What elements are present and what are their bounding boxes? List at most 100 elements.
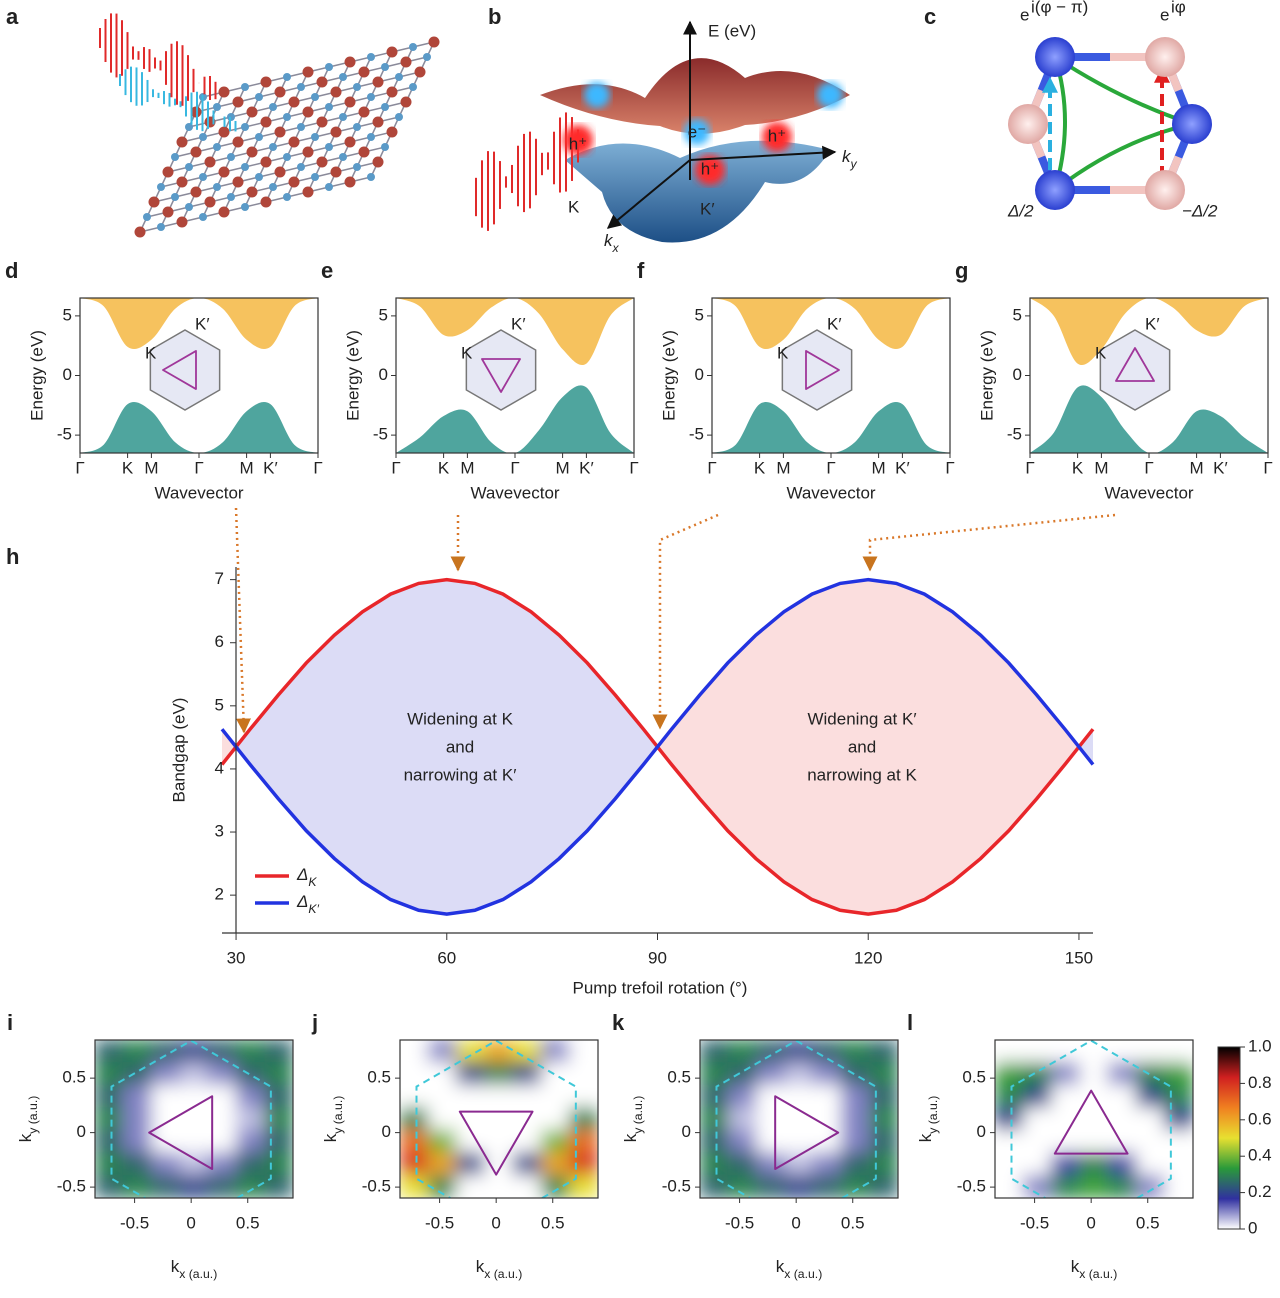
heatmap-cell [1107, 1174, 1137, 1198]
x-tick-label: 150 [1065, 948, 1093, 967]
band-plot [80, 298, 318, 453]
heatmap-cells [700, 1040, 898, 1198]
heatmap-cell [540, 1174, 571, 1198]
y-tick-label: 2 [215, 885, 224, 904]
heatmap-cell [122, 1174, 153, 1198]
atom [409, 43, 417, 51]
text-part: K [308, 875, 317, 889]
fermi-contour [148, 1095, 214, 1170]
series-line [220, 577, 1095, 916]
heatmap-cell [540, 1107, 571, 1131]
y-tick-label: 6 [215, 632, 224, 651]
fermi-contour [481, 358, 521, 393]
x-tick-label: M [556, 458, 570, 477]
inset-label: K′ [827, 314, 842, 333]
heatmap-cell [264, 1062, 293, 1086]
heatmap-cell [1107, 1129, 1137, 1154]
heatmap-cell [484, 1107, 514, 1131]
y-tick-label: 0.5 [62, 1068, 86, 1087]
hole-label: h⁺ [701, 159, 719, 178]
heatmap-cell [784, 1129, 814, 1154]
atom [297, 123, 305, 131]
heatmap-cell [400, 1084, 429, 1109]
onsite-label: Δ/2 [1007, 201, 1034, 220]
atom [157, 223, 165, 231]
heatmap-area [400, 1040, 598, 1198]
x-tick-label: K′ [263, 458, 278, 477]
brillouin-zone [149, 329, 221, 411]
colorbar-tick-label: 0.2 [1248, 1182, 1272, 1201]
atom [218, 206, 230, 218]
brillouin-zone [715, 1040, 877, 1198]
valence-surface [565, 140, 830, 243]
y-tick-label: 0 [379, 365, 388, 384]
atom [302, 146, 314, 158]
atom [1145, 170, 1185, 210]
heatmap-cell [1022, 1084, 1053, 1109]
heatmap-cell [869, 1107, 898, 1131]
x-tick-label: K [122, 458, 134, 477]
heatmap-cell [427, 1107, 458, 1131]
heatmap-cell [840, 1129, 871, 1154]
text-part: y (a.u.) [331, 1096, 345, 1134]
atom [1035, 37, 1075, 77]
atom [246, 106, 258, 118]
heatmap-cell [456, 1129, 486, 1154]
heatmap-cell [484, 1174, 514, 1198]
heatmap-cell [484, 1152, 514, 1176]
atom [386, 46, 398, 58]
heatmap-cell [484, 1084, 514, 1109]
text-part: k [1071, 1257, 1080, 1276]
heatmap-cell [784, 1062, 814, 1086]
atom [283, 113, 291, 121]
heatmap-cell [95, 1107, 124, 1131]
atom [283, 73, 291, 81]
x-tick-label: Γ [194, 458, 203, 477]
heatmap-cell [995, 1129, 1024, 1154]
heatmap-cell [812, 1062, 842, 1086]
heatmap-cell [540, 1062, 571, 1086]
heatmap-cell [569, 1152, 598, 1176]
y-tick-label: -0.5 [57, 1177, 86, 1196]
heatmap-cell [569, 1084, 598, 1109]
panel-label: j [311, 1010, 318, 1035]
heatmap-cell [512, 1152, 542, 1176]
x-axis-label: kx (a.u.) [1071, 1257, 1118, 1281]
heatmap-cell [840, 1107, 871, 1131]
panel-label: b [488, 4, 501, 29]
atom [311, 173, 319, 181]
y-tick-label: 0 [977, 1122, 986, 1141]
heatmap-cell [264, 1129, 293, 1154]
heatmap-cell [235, 1107, 266, 1131]
y-axis-label: Energy (eV) [659, 330, 678, 421]
atom [297, 83, 305, 91]
x-tick-label: Γ [313, 458, 322, 477]
heatmap-cell [756, 1129, 786, 1154]
y-tick-label: 5 [1013, 305, 1022, 324]
brillouin-zone [781, 329, 853, 411]
band-area [396, 298, 634, 365]
heatmap-cell [179, 1062, 209, 1086]
heatmap-cell [122, 1084, 153, 1109]
heatmap-cell [95, 1174, 124, 1198]
heatmap-cell [1164, 1129, 1193, 1154]
panel-label: g [955, 258, 968, 283]
band-shading [222, 729, 237, 765]
x-tick-label: K [1072, 458, 1084, 477]
x-tick-label: Γ [510, 458, 519, 477]
inset-label: K [777, 343, 789, 362]
heatmap-cell [235, 1040, 266, 1064]
inset-label: K′ [195, 314, 210, 333]
inset-label: K′ [1145, 314, 1160, 333]
atom [428, 36, 440, 48]
heatmap-cell [207, 1152, 237, 1176]
y-tick-label: 0.5 [667, 1068, 691, 1087]
atom [381, 143, 389, 151]
heatmap-cell [869, 1174, 898, 1198]
heatmap-cell [427, 1084, 458, 1109]
heatmap-cell [840, 1152, 871, 1176]
atom [185, 123, 193, 131]
atom [171, 193, 179, 201]
atom [269, 103, 277, 111]
heatmap-cell [179, 1129, 209, 1154]
